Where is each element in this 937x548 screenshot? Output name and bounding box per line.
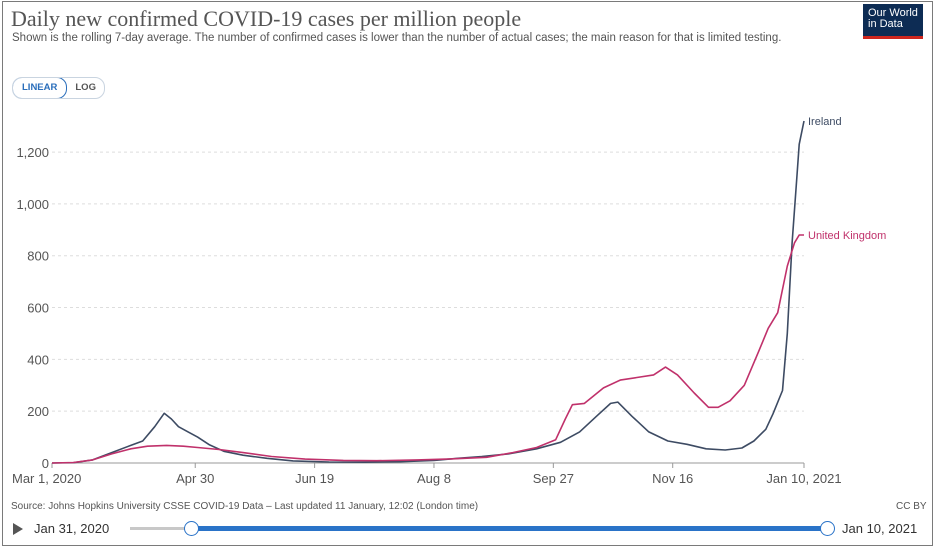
log-scale-button[interactable]: LOG (75, 82, 96, 93)
series-label-united-kingdom: United Kingdom (808, 230, 886, 242)
series-line-ireland (51, 120, 805, 464)
y-tick-label: 800 (27, 249, 49, 264)
logo-line-1: Our World (868, 7, 918, 19)
linear-scale-button[interactable]: LINEAR (12, 78, 68, 98)
x-tick-label: Jan 10, 2021 (766, 471, 841, 486)
x-axis-ticks: Mar 1, 2020 Apr 30 Jun 19 Aug 8 Sep 27 Nov 16… (12, 463, 842, 486)
y-tick-label: 400 (27, 352, 49, 367)
x-tick-label: Mar 1, 2020 (12, 471, 81, 486)
y-tick-label: 600 (27, 301, 49, 316)
timeline-end-date: Jan 10, 2021 (842, 521, 918, 536)
series-labels: Ireland United Kingdom (808, 116, 886, 242)
y-axis-ticks: 0 200 400 600 800 1,000 1,200 (16, 145, 49, 471)
series-lines (51, 120, 805, 464)
series-label-ireland: Ireland (808, 116, 842, 128)
license-link[interactable]: CC BY (896, 501, 927, 512)
scale-toggle: LINEAR LOG (12, 77, 105, 99)
owid-logo[interactable]: Our World in Data (863, 4, 923, 39)
timeline-end-handle[interactable] (820, 521, 835, 536)
grid-lines (52, 151, 804, 464)
y-tick-label: 1,000 (16, 197, 49, 212)
y-tick-label: 0 (42, 456, 49, 471)
timeline-selected-range[interactable] (190, 526, 827, 531)
y-tick-label: 200 (27, 404, 49, 419)
y-tick-label: 1,200 (16, 145, 49, 160)
play-icon[interactable] (13, 523, 23, 535)
series-line-united-kingdom (51, 234, 804, 464)
x-tick-label: Apr 30 (176, 471, 214, 486)
logo-line-2: in Data (868, 18, 903, 30)
x-tick-label: Nov 16 (652, 471, 693, 486)
x-tick-label: Aug 8 (417, 471, 451, 486)
x-tick-label: Jun 19 (295, 471, 334, 486)
timeline-start-handle[interactable] (184, 521, 199, 536)
source-note: Source: Johns Hopkins University CSSE CO… (11, 501, 479, 512)
timeline-start-date: Jan 31, 2020 (34, 521, 110, 536)
chart-title: Daily new confirmed COVID-19 cases per m… (11, 6, 522, 31)
timeline-track[interactable] (130, 527, 192, 530)
x-tick-label: Sep 27 (533, 471, 574, 486)
chart-subtitle: Shown is the rolling 7-day average. The … (12, 32, 782, 44)
